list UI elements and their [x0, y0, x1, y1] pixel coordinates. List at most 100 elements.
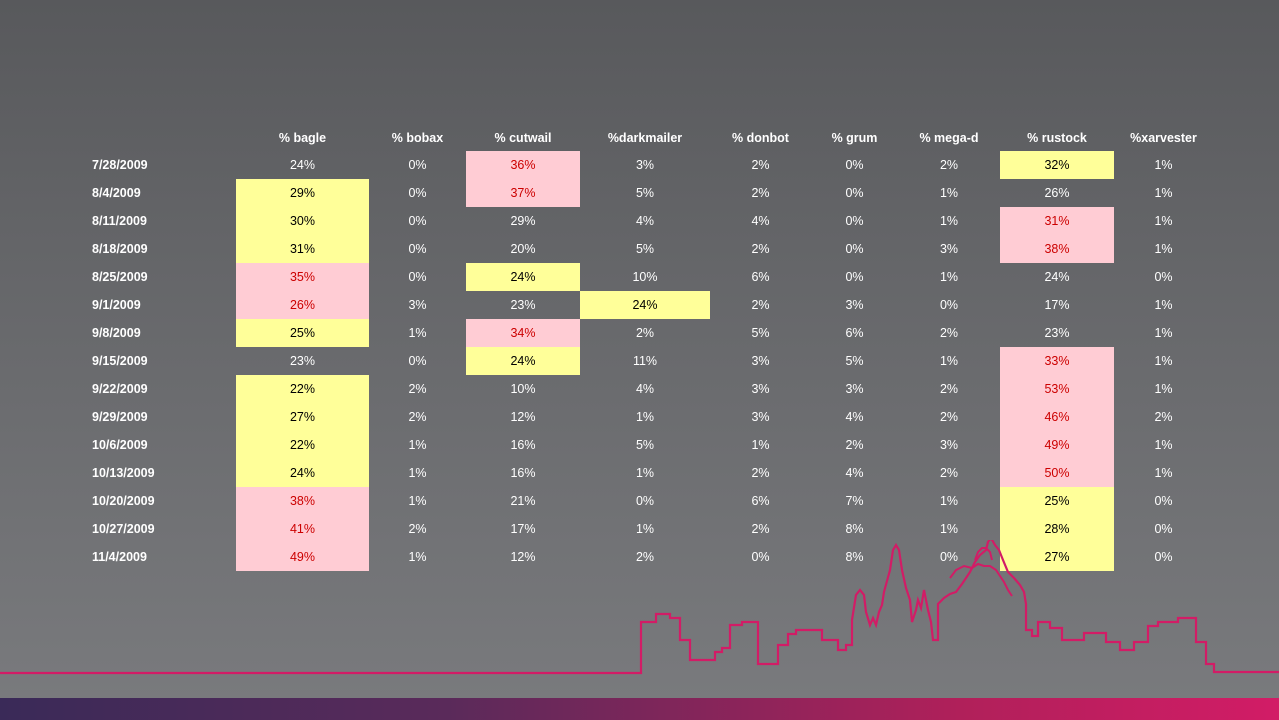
donbot-cell: 4% — [751, 214, 770, 228]
donbot-cell: 2% — [751, 186, 770, 200]
rustock-cell: 46% — [1000, 403, 1114, 431]
bagle-cell: 31% — [236, 235, 369, 263]
row-date: 9/22/2009 — [92, 382, 148, 396]
row-date: 8/18/2009 — [92, 242, 148, 256]
rustock-cell: 26% — [1044, 186, 1070, 200]
donbot-cell: 3% — [751, 354, 770, 368]
darkmailer-cell: 4% — [635, 214, 655, 228]
row-date: 10/6/2009 — [92, 438, 148, 452]
donbot-cell: 1% — [751, 438, 770, 452]
donbot-cell: 5% — [751, 326, 770, 340]
mega-d-cell: 2% — [939, 466, 959, 480]
table-row: 9/15/2009 23% 0% 24% 11% 3% 5% 1% 33% 1% — [92, 347, 1213, 375]
table-row: 8/4/2009 29% 0% 37% 5% 2% 0% 1% 26% 1% — [92, 179, 1213, 207]
mega-d-cell: 3% — [939, 438, 959, 452]
rustock-cell: 31% — [1000, 207, 1114, 235]
donbot-cell: 0% — [751, 550, 770, 564]
mega-d-cell: 1% — [939, 522, 959, 536]
darkmailer-cell: 4% — [635, 382, 655, 396]
cutwail-cell: 12% — [510, 410, 536, 424]
bobax-column-header: % bobax — [391, 130, 444, 145]
xarvester-cell: 2% — [1154, 410, 1173, 424]
table-row: 7/28/2009 24% 0% 36% 3% 2% 0% 2% 32% 1% — [92, 151, 1213, 179]
xarvester-cell: 1% — [1154, 214, 1173, 228]
city-skyline-illustration — [0, 540, 1279, 675]
bagle-cell: 23% — [289, 354, 316, 368]
bobax-cell: 1% — [408, 326, 427, 340]
table-row: 10/6/2009 22% 1% 16% 5% 1% 2% 3% 49% 1% — [92, 431, 1213, 459]
bobax-cell: 0% — [408, 270, 427, 284]
bagle-cell: 30% — [236, 207, 369, 235]
xarvester-cell: 1% — [1154, 466, 1173, 480]
bobax-cell: 3% — [408, 298, 427, 312]
xarvester-cell: 0% — [1154, 494, 1173, 508]
donbot-cell: 2% — [751, 466, 770, 480]
darkmailer-cell: 5% — [635, 186, 655, 200]
grum-cell: 5% — [845, 354, 864, 368]
grum-cell: 3% — [845, 298, 864, 312]
xarvester-cell: 1% — [1154, 438, 1173, 452]
donbot-cell: 3% — [751, 410, 770, 424]
bobax-cell: 2% — [408, 410, 427, 424]
rustock-cell: 50% — [1000, 459, 1114, 487]
grum-cell: 0% — [845, 186, 864, 200]
mega-d-cell: 1% — [939, 354, 959, 368]
mega-d-cell: 0% — [939, 298, 959, 312]
xarvester-cell: 1% — [1154, 186, 1173, 200]
table-row: 10/27/2009 41% 2% 17% 1% 2% 8% 1% 28% 0% — [92, 515, 1213, 543]
header-row: % bagle % bobax % cutwail %darkmailer % … — [92, 124, 1213, 151]
rustock-cell: 33% — [1000, 347, 1114, 375]
grum-cell: 2% — [845, 438, 864, 452]
xarvester-cell: 1% — [1154, 158, 1173, 172]
xarvester-cell: 0% — [1154, 550, 1173, 564]
mega-d-cell: 2% — [939, 158, 959, 172]
darkmailer-cell: 10% — [632, 270, 658, 284]
grum-cell: 0% — [845, 158, 864, 172]
table-row: 10/13/2009 24% 1% 16% 1% 2% 4% 2% 50% 1% — [92, 459, 1213, 487]
row-date: 9/15/2009 — [92, 354, 148, 368]
darkmailer-cell: 11% — [632, 354, 658, 368]
row-date: 7/28/2009 — [92, 158, 148, 172]
rustock-cell: 53% — [1000, 375, 1114, 403]
mega-d-cell: 2% — [939, 326, 959, 340]
bobax-cell: 0% — [408, 214, 427, 228]
table-row: 8/25/2009 35% 0% 24% 10% 6% 0% 1% 24% 0% — [92, 263, 1213, 291]
rustock-cell: 17% — [1044, 298, 1070, 312]
donbot-cell: 3% — [751, 382, 770, 396]
mega-d-cell: 3% — [939, 242, 959, 256]
donbot-column-header: % donbot — [732, 130, 789, 145]
grum-cell: 0% — [845, 270, 864, 284]
xarvester-cell: 1% — [1154, 382, 1173, 396]
donbot-cell: 6% — [751, 270, 770, 284]
darkmailer-cell: 5% — [635, 438, 655, 452]
bagle-cell: 22% — [236, 375, 369, 403]
darkmailer-cell: 2% — [635, 326, 655, 340]
bobax-cell: 1% — [408, 466, 427, 480]
bagle-cell: 24% — [236, 459, 369, 487]
darkmailer-cell: 1% — [635, 410, 655, 424]
rustock-cell: 27% — [1000, 543, 1114, 571]
rustock-cell: 28% — [1000, 515, 1114, 543]
table-row: 9/1/2009 26% 3% 23% 24% 2% 3% 0% 17% 1% — [92, 291, 1213, 319]
xarvester-cell: 1% — [1154, 298, 1173, 312]
rustock-column-header: % rustock — [1027, 130, 1087, 145]
date-column-header — [92, 124, 236, 151]
darkmailer-column-header: %darkmailer — [607, 130, 683, 145]
grum-cell: 4% — [845, 410, 864, 424]
bagle-cell: 49% — [236, 543, 369, 571]
rustock-cell: 25% — [1000, 487, 1114, 515]
table-row: 8/11/2009 30% 0% 29% 4% 4% 0% 1% 31% 1% — [92, 207, 1213, 235]
cutwail-cell: 12% — [510, 550, 536, 564]
cutwail-cell: 21% — [510, 494, 536, 508]
grum-cell: 8% — [845, 550, 864, 564]
grum-cell: 8% — [845, 522, 864, 536]
darkmailer-cell: 5% — [635, 242, 655, 256]
bobax-cell: 2% — [408, 382, 427, 396]
cutwail-cell: 16% — [510, 466, 536, 480]
bobax-cell: 1% — [408, 438, 427, 452]
table-row: 11/4/2009 49% 1% 12% 2% 0% 8% 0% 27% 0% — [92, 543, 1213, 571]
spam-botnet-share-table: % bagle % bobax % cutwail %darkmailer % … — [92, 124, 1213, 571]
row-date: 10/13/2009 — [92, 466, 155, 480]
bagle-cell: 38% — [236, 487, 369, 515]
cutwail-column-header: % cutwail — [494, 130, 552, 145]
